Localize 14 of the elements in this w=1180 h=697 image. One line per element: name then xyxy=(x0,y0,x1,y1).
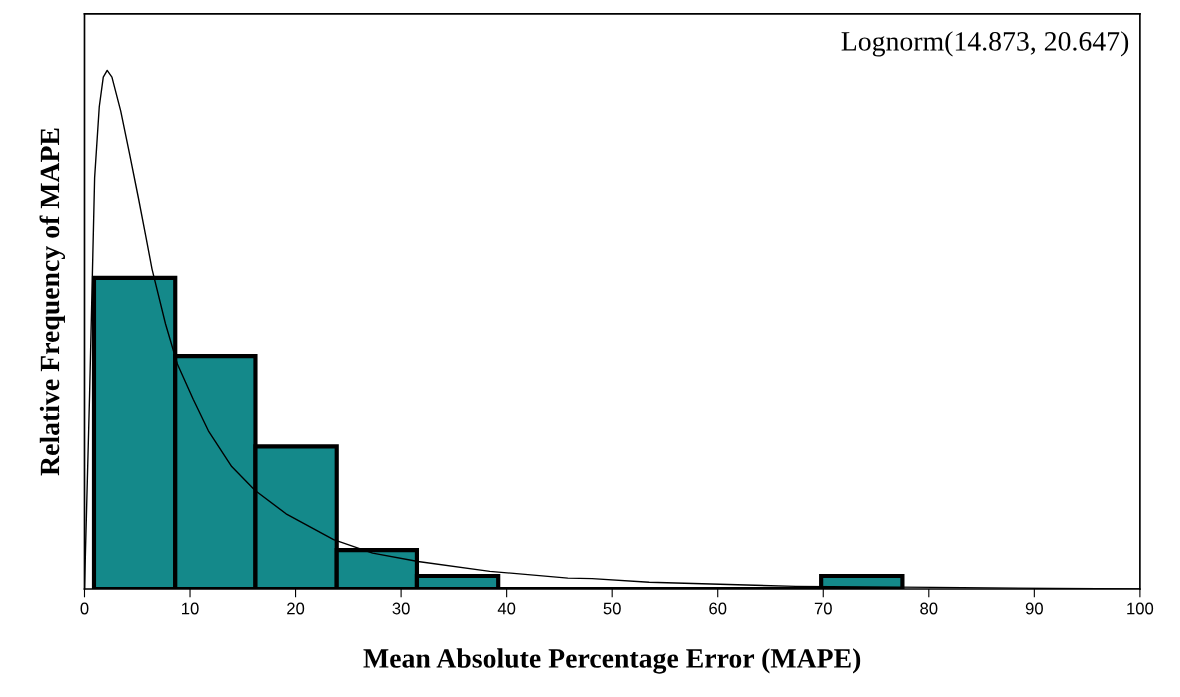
x-tick-label: 10 xyxy=(182,602,199,615)
x-tick-label: 0 xyxy=(80,602,89,615)
x-tick-label: 70 xyxy=(814,602,832,615)
x-axis-title: Mean Absolute Percentage Error (MAPE) xyxy=(363,648,861,674)
text: Lognorm(14.873, 20.647) xyxy=(841,31,1129,57)
x-tick-label: 90 xyxy=(1025,602,1043,615)
x-tick-label: 60 xyxy=(709,602,727,615)
x-tick-label: 50 xyxy=(603,602,621,615)
x-tick-label: 100 xyxy=(1127,602,1154,615)
x-tick-label: 40 xyxy=(497,602,516,615)
x-tick-label: 30 xyxy=(392,602,410,615)
x-tick-label: 80 xyxy=(920,602,938,615)
x-tick-label: 20 xyxy=(287,602,305,615)
y-axis-title: Relative Frequency of MAPE xyxy=(39,128,66,476)
